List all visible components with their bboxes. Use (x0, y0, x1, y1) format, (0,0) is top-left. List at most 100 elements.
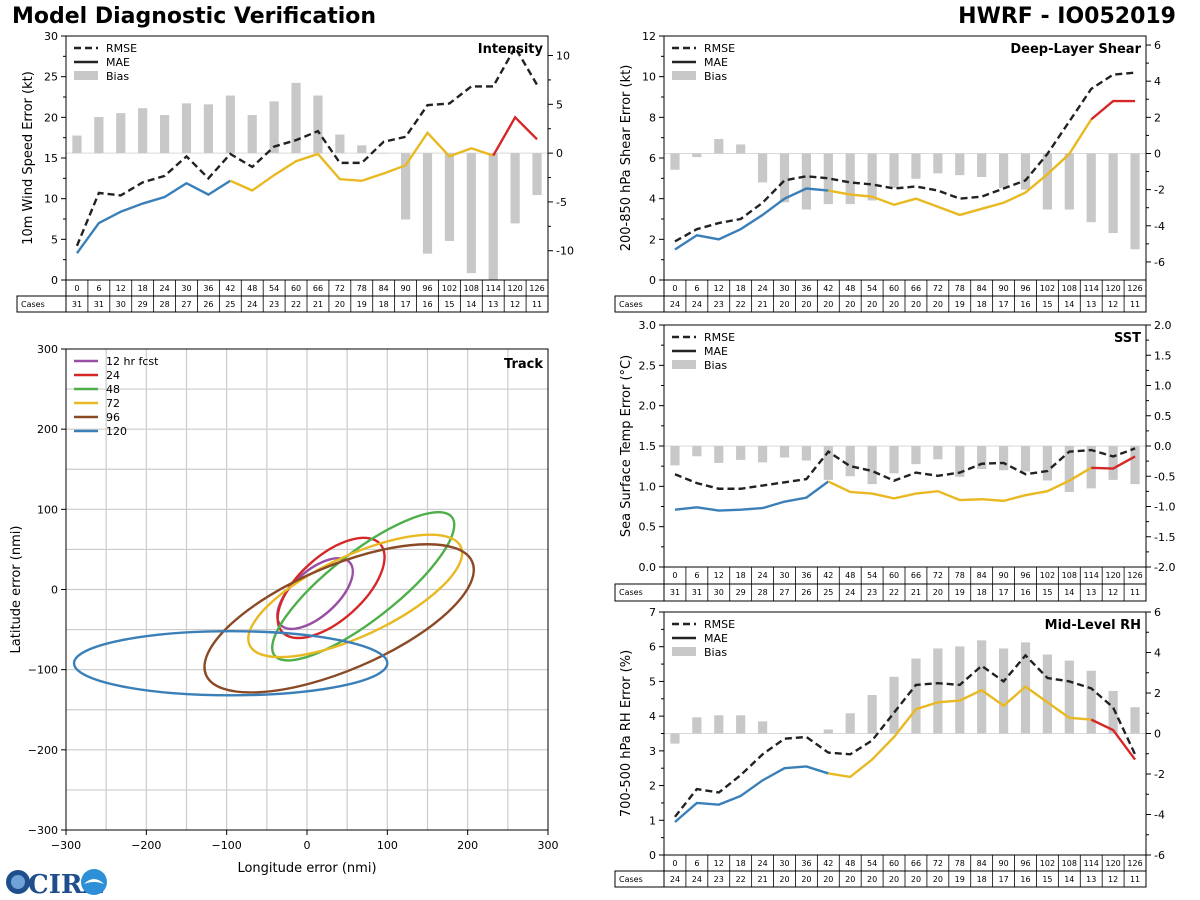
intensity-hour-label: 84 (379, 284, 389, 293)
shear-ytick-label: 0 (649, 274, 656, 287)
intensity-bias-bar (116, 113, 126, 154)
track-ellipse-96 (203, 543, 475, 694)
shear-case-count: 13 (1086, 300, 1096, 309)
sst-bias-bar (867, 446, 877, 485)
sst-ytick-label: 2.0 (639, 400, 657, 413)
shear-rmse-line (674, 71, 1136, 243)
rh-y2tick-label: -6 (1154, 849, 1165, 862)
rh-case-count: 12 (1108, 875, 1118, 884)
track-ytick-label: 200 (37, 423, 58, 436)
intensity-case-count: 14 (466, 300, 476, 309)
sst-case-count: 27 (779, 588, 789, 597)
shear-bias-bar (823, 153, 833, 205)
sst-title: SST (1114, 331, 1141, 346)
sst-hour-label: 6 (694, 571, 699, 580)
intensity-mae-line (229, 130, 494, 192)
shear-case-count: 20 (933, 300, 943, 309)
shear-case-count: 20 (823, 300, 833, 309)
intensity-hour-label: 12 (116, 284, 126, 293)
sst-legend-bias-swatch (672, 360, 696, 369)
intensity-bias-bar (269, 101, 279, 154)
intensity-hour-label: 126 (529, 284, 544, 293)
sst-case-count: 23 (867, 588, 877, 597)
shear-bias-bar (911, 153, 921, 179)
intensity-y2tick-label: -5 (556, 196, 567, 209)
sst-ylabel: Sea Surface Temp Error (°C) (619, 355, 634, 537)
shear-hour-label: 108 (1062, 284, 1077, 293)
rh-case-count: 15 (1042, 875, 1052, 884)
shear-ytick-label: 6 (649, 152, 656, 165)
shear-y2tick-label: -2 (1154, 184, 1165, 197)
intensity-bias-bar (181, 103, 192, 154)
rh-hour-label: 84 (977, 859, 987, 868)
rh-hour-label: 126 (1127, 859, 1142, 868)
track-xtick-label: −100 (212, 839, 242, 852)
sst-mae-line (827, 466, 1092, 503)
rh-case-count: 20 (867, 875, 877, 884)
sst-case-count: 31 (670, 588, 680, 597)
sst-y2tick-label: -1.0 (1154, 501, 1175, 514)
shear-ylabel: 200-850 hPa Shear Error (kt) (619, 65, 634, 252)
sst-y2tick-label: 0.5 (1154, 410, 1172, 423)
track-legend-label: 24 (106, 369, 120, 382)
intensity-mae-line (75, 179, 231, 254)
shear-case-count: 15 (1042, 300, 1052, 309)
shear-hour-label: 126 (1127, 284, 1142, 293)
shear-case-count: 20 (779, 300, 789, 309)
intensity-panel: 0 5 10 15 20 25 30 -10 -5 0 5 10 10m Wind Speed Erro… (16, 30, 574, 313)
rh-legend-bias-swatch (672, 647, 696, 656)
rh-ytick-label: 7 (649, 606, 656, 619)
rh-cases-row (614, 870, 1147, 888)
sst-bias-bar (823, 446, 833, 480)
sst-hour-label: 102 (1040, 571, 1055, 580)
track-legend-label: 120 (106, 425, 127, 438)
intensity-bias-bar (400, 153, 411, 220)
sst-hour-label: 0 (672, 571, 677, 580)
intensity-case-count: 25 (225, 300, 235, 309)
intensity-case-count: 20 (335, 300, 345, 309)
rh-y2tick-label: 4 (1154, 647, 1161, 660)
track-legend-label: 48 (106, 383, 120, 396)
sst-cases-label: Cases (619, 588, 643, 597)
track-xtick-label: 300 (538, 839, 559, 852)
shear-hour-label: 72 (933, 284, 943, 293)
sst-case-count: 12 (1108, 588, 1118, 597)
intensity-bias-bar (313, 95, 323, 154)
shear-bias-bar (801, 153, 812, 210)
rh-case-count: 20 (779, 875, 789, 884)
rh-bias-bar (977, 640, 987, 734)
intensity-bias-bar (291, 82, 301, 154)
intensity-hour-label: 102 (442, 284, 457, 293)
rh-bias-bar (1086, 670, 1096, 734)
shear-hour-label: 24 (757, 284, 767, 293)
sst-hour-label: 96 (1020, 571, 1030, 580)
intensity-case-count: 31 (72, 300, 82, 309)
shear-ytick-label: 8 (649, 111, 656, 124)
sst-case-count: 20 (933, 588, 943, 597)
rh-case-count: 20 (823, 875, 833, 884)
track-ylabel: Latitude error (nmi) (9, 526, 24, 654)
intensity-hour-label: 42 (225, 284, 235, 293)
sst-hour-label: 78 (955, 571, 965, 580)
shear-hour-label: 0 (672, 284, 677, 293)
shear-y2tick-label: 6 (1154, 39, 1161, 52)
shear-y2tick-label: 4 (1154, 75, 1161, 88)
intensity-bias-bar (247, 115, 257, 154)
intensity-case-count: 31 (94, 300, 104, 309)
rh-bias-bar (1064, 660, 1074, 734)
sst-case-count: 15 (1042, 588, 1052, 597)
rh-legend-mae-label: MAE (704, 632, 728, 645)
sst-case-count: 17 (998, 588, 1008, 597)
intensity-ytick-label: 30 (44, 30, 58, 43)
intensity-ytick-label: 5 (51, 233, 58, 246)
intensity-cases-row (16, 295, 549, 313)
page-title: Model Diagnostic Verification (12, 4, 377, 29)
shear-legend-bias-swatch (672, 71, 696, 80)
rh-bias-bar (757, 721, 768, 734)
rh-hour-label: 30 (779, 859, 789, 868)
intensity-ytick-label: 10 (44, 193, 58, 206)
wave-icon (84, 879, 104, 884)
sst-y2tick-label: -0.5 (1154, 470, 1175, 483)
rh-case-count: 20 (801, 875, 811, 884)
shear-hour-label: 54 (867, 284, 877, 293)
